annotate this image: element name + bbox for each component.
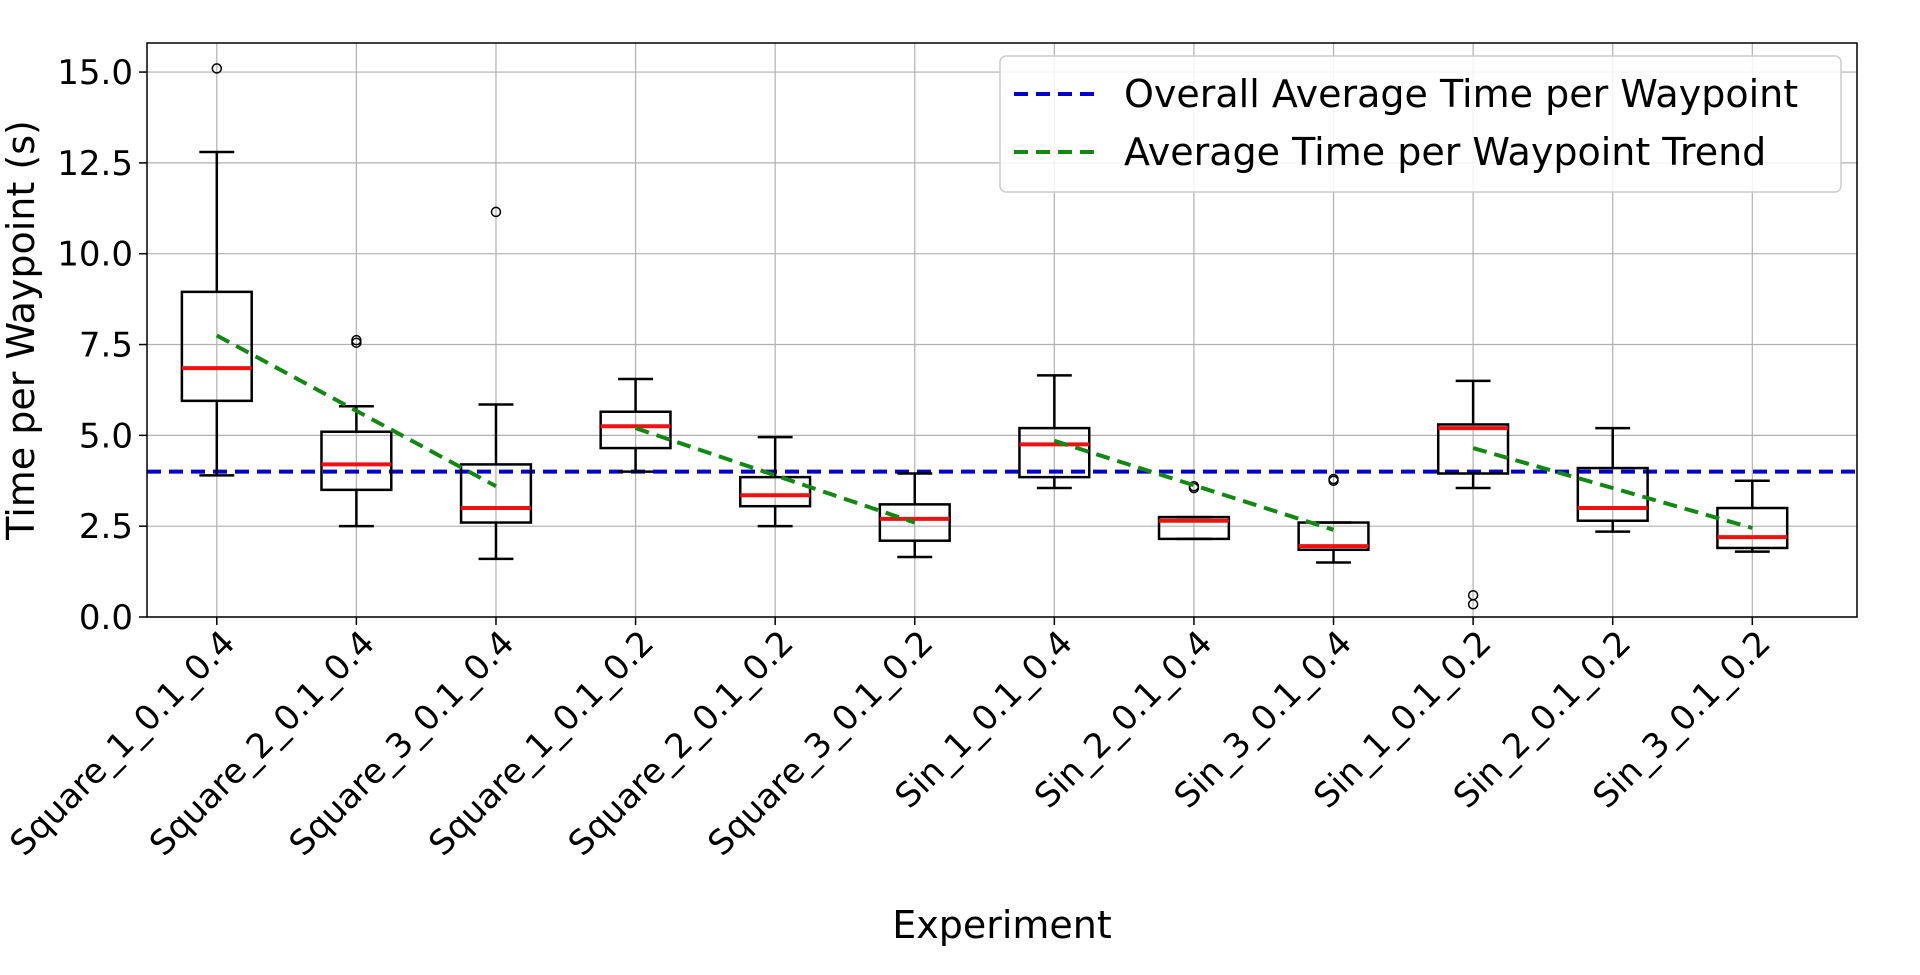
box-body — [1436, 423, 1510, 475]
box-Square_2_0.1_0.4 — [320, 334, 393, 528]
box-Square_2_0.1_0.2 — [739, 435, 812, 528]
x-axis-label: Experiment — [892, 903, 1112, 947]
outlier-point — [1328, 473, 1339, 485]
box-body — [1576, 466, 1649, 522]
y-tick-label: 7.5 — [79, 326, 133, 366]
outlier-point — [1188, 480, 1200, 492]
box-Sin_1_0.1_0.2 — [1436, 379, 1510, 610]
y-axis-label: Time per Waypoint (s) — [0, 120, 43, 541]
box-Square_3_0.1_0.2 — [878, 472, 951, 559]
y-tick-label: 0.0 — [79, 598, 133, 638]
outlier-point — [211, 63, 223, 74]
trend-line-layer — [215, 333, 1753, 532]
box-body — [320, 430, 393, 492]
trend-segment — [1472, 446, 1753, 530]
legend-box — [999, 55, 1842, 193]
legend-label-average: Overall Average Time per Waypoint — [1124, 72, 1798, 116]
box-Sin_2_0.1_0.4 — [1157, 480, 1231, 541]
box-body — [878, 503, 951, 542]
box-layer — [180, 63, 1789, 610]
y-tick-label: 10.0 — [57, 235, 133, 275]
y-tick-label: 2.5 — [79, 507, 133, 547]
box-body — [599, 410, 672, 450]
box-Square_1_0.1_0.2 — [599, 377, 672, 473]
outlier-point — [1467, 589, 1479, 601]
box-Sin_3_0.1_0.4 — [1297, 473, 1370, 564]
legend: Overall Average Time per Waypoint Averag… — [999, 55, 1842, 193]
box-body — [1157, 515, 1231, 541]
trend-segment — [215, 333, 497, 488]
y-tick-label: 12.5 — [57, 144, 133, 184]
box-body — [1716, 506, 1789, 550]
y-axis-ticks: 0.0 2.5 5.0 7.5 10.0 12.5 15.0 — [57, 53, 147, 638]
box-body — [1018, 426, 1091, 479]
box-body — [739, 475, 812, 508]
box-Square_3_0.1_0.4 — [459, 206, 533, 561]
box-body — [459, 463, 533, 524]
box-body — [1297, 521, 1370, 552]
legend-label-trend: Average Time per Waypoint Trend — [1124, 130, 1766, 174]
y-tick-label: 5.0 — [79, 416, 133, 456]
outlier-point — [351, 334, 362, 346]
outlier-point — [490, 206, 502, 218]
y-tick-label: 15.0 — [57, 53, 133, 93]
box-Square_1_0.1_0.4 — [180, 63, 253, 477]
box-body — [180, 290, 253, 403]
trend-segment — [1053, 438, 1335, 532]
x-tick-label: Square_1_0.1_0.4 — [2, 623, 243, 864]
box-Sin_1_0.1_0.4 — [1018, 374, 1091, 490]
box-Sin_3_0.1_0.2 — [1716, 479, 1789, 553]
trend-segment — [634, 426, 916, 525]
x-axis-ticks: Square_1_0.1_0.4Square_2_0.1_0.4Square_3… — [2, 617, 1779, 864]
box-Sin_2_0.1_0.2 — [1576, 426, 1649, 533]
plot-frame — [146, 42, 1858, 618]
